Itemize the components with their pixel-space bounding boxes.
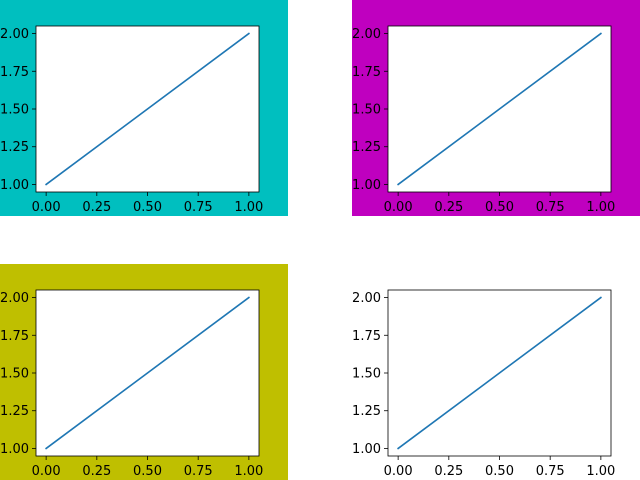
- series-line: [397, 296, 602, 450]
- x-tick-label: 0.00: [384, 464, 413, 479]
- x-tick-label: 1.00: [586, 464, 615, 479]
- series-line: [45, 296, 250, 450]
- x-tick-label: 0.25: [434, 200, 463, 215]
- x-tick-label: 0.50: [485, 464, 514, 479]
- x-tick-label: 0.75: [536, 200, 565, 215]
- y-tick-label: 1.25: [352, 140, 381, 155]
- chart-panel-1: 0.00 0.25 0.50 0.75 1.00 1.00 1.25 1.50 1.75 2.00: [0, 0, 288, 216]
- y-tick-label: 1.00: [352, 442, 381, 457]
- y-tick-label: 1.75: [0, 65, 29, 80]
- y-tick-label: 1.50: [352, 103, 381, 118]
- chart-panel-2: 0.00 0.25 0.50 0.75 1.00 1.00 1.25 1.50 1.75 2.00: [352, 0, 640, 216]
- y-tick-label: 1.25: [0, 404, 29, 419]
- y-tick-label: 1.00: [352, 178, 381, 193]
- y-tick-label: 2.00: [0, 27, 29, 42]
- y-tick-label: 1.00: [0, 442, 29, 457]
- y-tick-label: 1.25: [0, 140, 29, 155]
- y-tick-label: 1.75: [0, 329, 29, 344]
- y-tick-label: 2.00: [0, 291, 29, 306]
- y-tick-label: 2.00: [352, 27, 381, 42]
- y-tick-label: 1.75: [352, 329, 381, 344]
- x-tick-label: 1.00: [234, 200, 263, 215]
- x-tick-label: 0.75: [184, 464, 213, 479]
- y-tick-label: 1.00: [0, 178, 29, 193]
- x-tick-label: 0.00: [32, 464, 61, 479]
- x-tick-label: 0.00: [32, 200, 61, 215]
- y-tick-label: 1.50: [352, 367, 381, 382]
- x-tick-label: 0.75: [184, 200, 213, 215]
- chart-panel-4: 0.00 0.25 0.50 0.75 1.00 1.00 1.25 1.50 1.75 2.00: [352, 264, 640, 480]
- y-tick-label: 1.75: [352, 65, 381, 80]
- x-tick-label: 0.50: [133, 464, 162, 479]
- x-tick-label: 0.25: [82, 464, 111, 479]
- chart-panel-3: 0.00 0.25 0.50 0.75 1.00 1.00 1.25 1.50 1.75 2.00: [0, 264, 288, 480]
- x-tick-label: 0.50: [133, 200, 162, 215]
- x-tick-label: 0.25: [434, 464, 463, 479]
- x-tick-label: 1.00: [586, 200, 615, 215]
- x-tick-label: 0.50: [485, 200, 514, 215]
- y-tick-label: 1.50: [0, 103, 29, 118]
- y-tick-label: 1.25: [352, 404, 381, 419]
- x-tick-label: 0.25: [82, 200, 111, 215]
- y-tick-label: 1.50: [0, 367, 29, 382]
- series-line: [397, 32, 602, 186]
- y-tick-label: 2.00: [352, 291, 381, 306]
- x-tick-label: 0.00: [384, 200, 413, 215]
- x-tick-label: 0.75: [536, 464, 565, 479]
- series-line: [45, 32, 250, 186]
- x-tick-label: 1.00: [234, 464, 263, 479]
